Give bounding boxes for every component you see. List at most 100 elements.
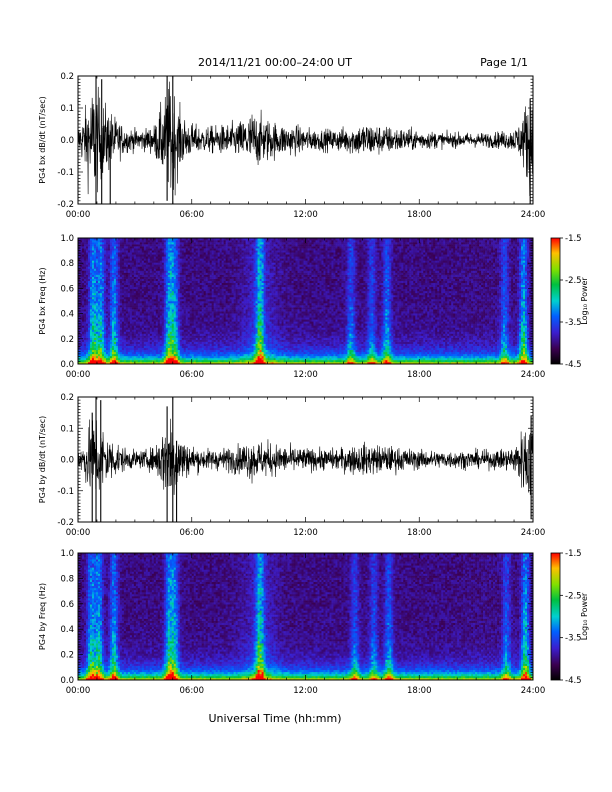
- spectrogram-cell: [135, 286, 139, 290]
- spectrogram-cell: [219, 252, 222, 255]
- spectrogram-cell: [99, 351, 103, 355]
- spectrogram-cell: [195, 349, 199, 353]
- spectrogram-cell: [225, 274, 228, 277]
- spectrogram-cell: [157, 294, 161, 298]
- spectrogram-cell: [143, 286, 147, 290]
- spectrogram-cell: [95, 246, 99, 249]
- spectrogram-cell: [105, 282, 109, 286]
- spectrogram-cell: [101, 262, 105, 265]
- spectrogram-cell: [80, 246, 83, 249]
- spectrogram-cell: [107, 276, 111, 279]
- spectrogram-cell: [205, 309, 209, 312]
- spectrogram-cell: [143, 250, 147, 253]
- spectrogram-cell: [203, 254, 207, 257]
- spectrogram-cell: [80, 266, 83, 269]
- spectrogram-cell: [191, 347, 195, 351]
- spectrogram-cell: [173, 244, 177, 247]
- spectrogram-cell: [187, 357, 191, 361]
- spectrogram-cell: [213, 347, 216, 351]
- spectrogram-cell: [231, 266, 234, 269]
- spectrogram-cell: [105, 254, 109, 257]
- spectrogram-cell: [191, 296, 195, 300]
- spectrogram-cell: [171, 315, 175, 318]
- spectrogram-cell: [137, 246, 141, 249]
- spectrogram-cell: [213, 337, 216, 340]
- spectrogram-cell: [87, 274, 91, 277]
- spectrogram-cell: [221, 323, 224, 326]
- spectrogram-cell: [211, 290, 215, 294]
- spectrogram-cell: [225, 301, 228, 304]
- spectrogram-cell: [201, 343, 205, 347]
- spectrogram-cell: [133, 335, 137, 338]
- spectrogram-cell: [171, 294, 175, 298]
- spectrogram-cell: [133, 303, 137, 306]
- spectrogram-cell: [91, 298, 95, 302]
- spectrogram-cell: [117, 298, 121, 302]
- spectrogram-cell: [163, 309, 167, 312]
- spectrogram-cell: [229, 349, 232, 353]
- spectrogram-cell: [123, 242, 127, 245]
- spectrogram-cell: [203, 290, 207, 294]
- spectrogram-cell: [217, 327, 220, 330]
- spectrogram-cell: [203, 353, 207, 357]
- spectrogram-cell: [223, 355, 226, 359]
- spectrogram-cell: [195, 244, 199, 247]
- spectrogram-cell: [183, 274, 187, 277]
- spectrogram-cell: [209, 242, 213, 245]
- spectrogram-cell: [163, 248, 167, 251]
- spectrogram-cell: [215, 294, 218, 298]
- spectrogram-cell: [87, 315, 91, 318]
- spectrogram-cell: [87, 309, 91, 312]
- spectrogram-cell: [121, 333, 125, 336]
- spectrogram-cell: [179, 357, 183, 361]
- spectrogram-cell: [141, 238, 145, 241]
- spectrogram-cell: [131, 337, 135, 340]
- spectrogram-cell: [119, 274, 123, 277]
- spectrogram-cell: [171, 264, 175, 267]
- spectrogram-cell: [111, 311, 115, 314]
- spectrogram-cell: [137, 284, 141, 288]
- spectrogram-cell: [107, 250, 111, 253]
- spectrogram-cell: [209, 319, 213, 322]
- spectrogram-cell: [221, 248, 224, 251]
- spectrogram-cell: [97, 244, 101, 247]
- spectrogram-cell: [121, 250, 125, 253]
- spectrogram-cell: [215, 361, 218, 364]
- spectrogram-cell: [199, 294, 203, 298]
- spectrogram-cell: [161, 313, 165, 316]
- spectrogram-cell: [101, 337, 105, 340]
- spectrogram-cell: [87, 349, 91, 353]
- spectrogram-cell: [227, 347, 230, 351]
- spectrogram-cell: [103, 296, 107, 300]
- spectrogram-cell: [119, 311, 123, 314]
- spectrogram-cell: [121, 252, 125, 255]
- spectrogram-cell: [171, 309, 175, 312]
- spectrogram-cell: [181, 298, 185, 302]
- spectrogram-cell: [143, 260, 147, 263]
- spectrogram-cell: [93, 244, 97, 247]
- spectrogram-cell: [169, 298, 173, 302]
- spectrogram-cell: [223, 337, 226, 340]
- spectrogram-cell: [215, 262, 218, 265]
- spectrogram-cell: [93, 274, 97, 277]
- spectrogram-cell: [197, 298, 201, 302]
- spectrogram-cell: [107, 343, 111, 347]
- spectrogram-cell: [145, 294, 149, 298]
- spectrogram-cell: [173, 359, 177, 363]
- spectrogram-cell: [119, 345, 123, 349]
- spectrogram-cell: [167, 353, 171, 357]
- spectrogram-cell: [137, 329, 141, 332]
- spectrogram-cell: [201, 317, 205, 320]
- spectrogram-cell: [207, 294, 211, 298]
- spectrogram-cell: [161, 280, 165, 284]
- spectrogram-cell: [229, 250, 232, 253]
- spectrogram-cell: [95, 319, 99, 322]
- spectrogram-cell: [175, 327, 179, 330]
- spectrogram-cell: [225, 321, 228, 324]
- spectrogram-cell: [135, 321, 139, 324]
- spectrogram-cell: [123, 305, 127, 308]
- spectrogram-cell: [223, 313, 226, 316]
- spectrogram-cell: [225, 288, 228, 292]
- spectrogram-cell: [107, 333, 111, 336]
- spectrogram-cell: [137, 321, 141, 324]
